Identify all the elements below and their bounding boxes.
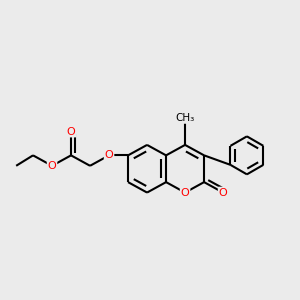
Text: O: O (67, 127, 75, 136)
Text: O: O (105, 150, 113, 161)
Text: CH₃: CH₃ (176, 113, 195, 123)
Text: O: O (219, 188, 227, 198)
Text: O: O (181, 188, 189, 198)
Text: O: O (48, 161, 56, 171)
